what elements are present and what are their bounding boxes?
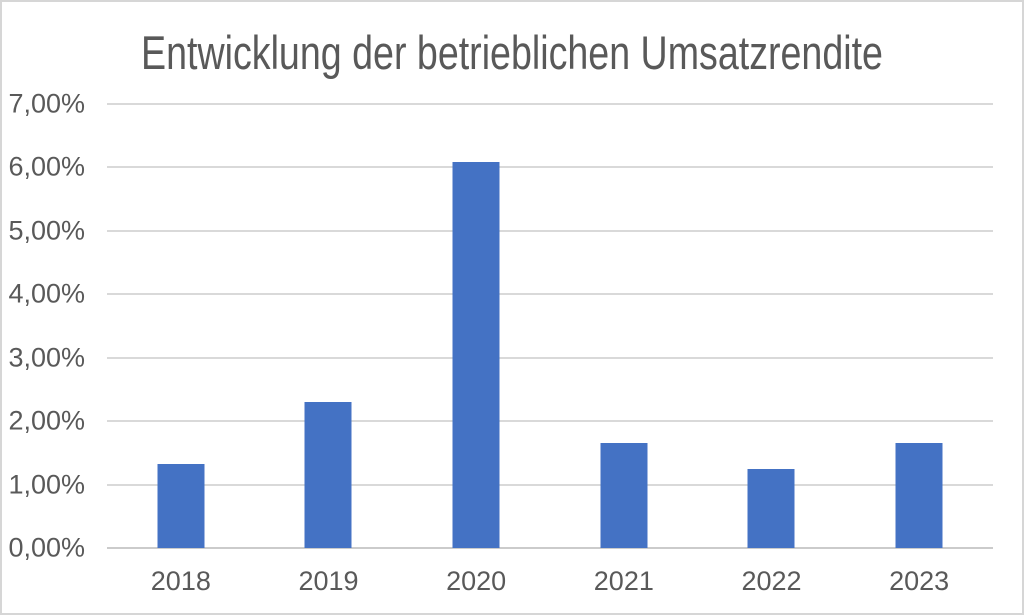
x-axis-tick-label: 2020 [446,566,507,596]
gridline [107,356,993,359]
gridline [107,293,993,296]
x-axis-tick-label: 2023 [889,566,950,596]
bar-2023 [895,442,943,548]
y-axis-tick-label: 1,00% [8,469,85,500]
y-axis-tick-label: 4,00% [8,278,85,309]
y-axis-tick-label: 3,00% [8,342,85,373]
x-axis-tick-label: 2019 [298,566,359,596]
gridline [107,483,993,486]
bar-2020 [452,162,500,548]
x-axis-labels: 2018 2019 2020 2021 2022 2023 [107,566,993,600]
gridline [107,103,993,105]
bar-slot [845,104,993,548]
y-axis-tick-label: 0,00% [8,532,85,563]
y-axis-tick-label: 7,00% [8,88,85,119]
bar-2019 [304,402,352,548]
bar-2018 [157,464,205,548]
y-axis-tick-label: 5,00% [8,215,85,246]
bar-2021 [600,442,648,548]
bars-container [107,104,993,548]
bar-slot [402,104,550,548]
y-axis-tick-label: 2,00% [8,405,85,436]
gridline [107,229,993,232]
bar-slot [698,104,846,548]
y-axis-labels: 0,00% 1,00% 2,00% 3,00% 4,00% 5,00% 6,00% 7,00% [2,90,85,561]
bar-slot [255,104,403,548]
bar-2022 [747,468,795,548]
bar-slot [107,104,255,548]
x-axis-tick-label: 2018 [150,566,211,596]
gridline [107,166,993,169]
x-axis-tick-label: 2021 [593,566,654,596]
chart-title: Entwicklung der betrieblichen Umsatzrend… [141,26,883,79]
plot-area [107,103,993,549]
bar-slot [550,104,698,548]
x-axis-tick-label: 2022 [741,566,802,596]
gridline [107,547,993,549]
gridline [107,420,993,423]
y-axis-tick-label: 6,00% [8,151,85,182]
